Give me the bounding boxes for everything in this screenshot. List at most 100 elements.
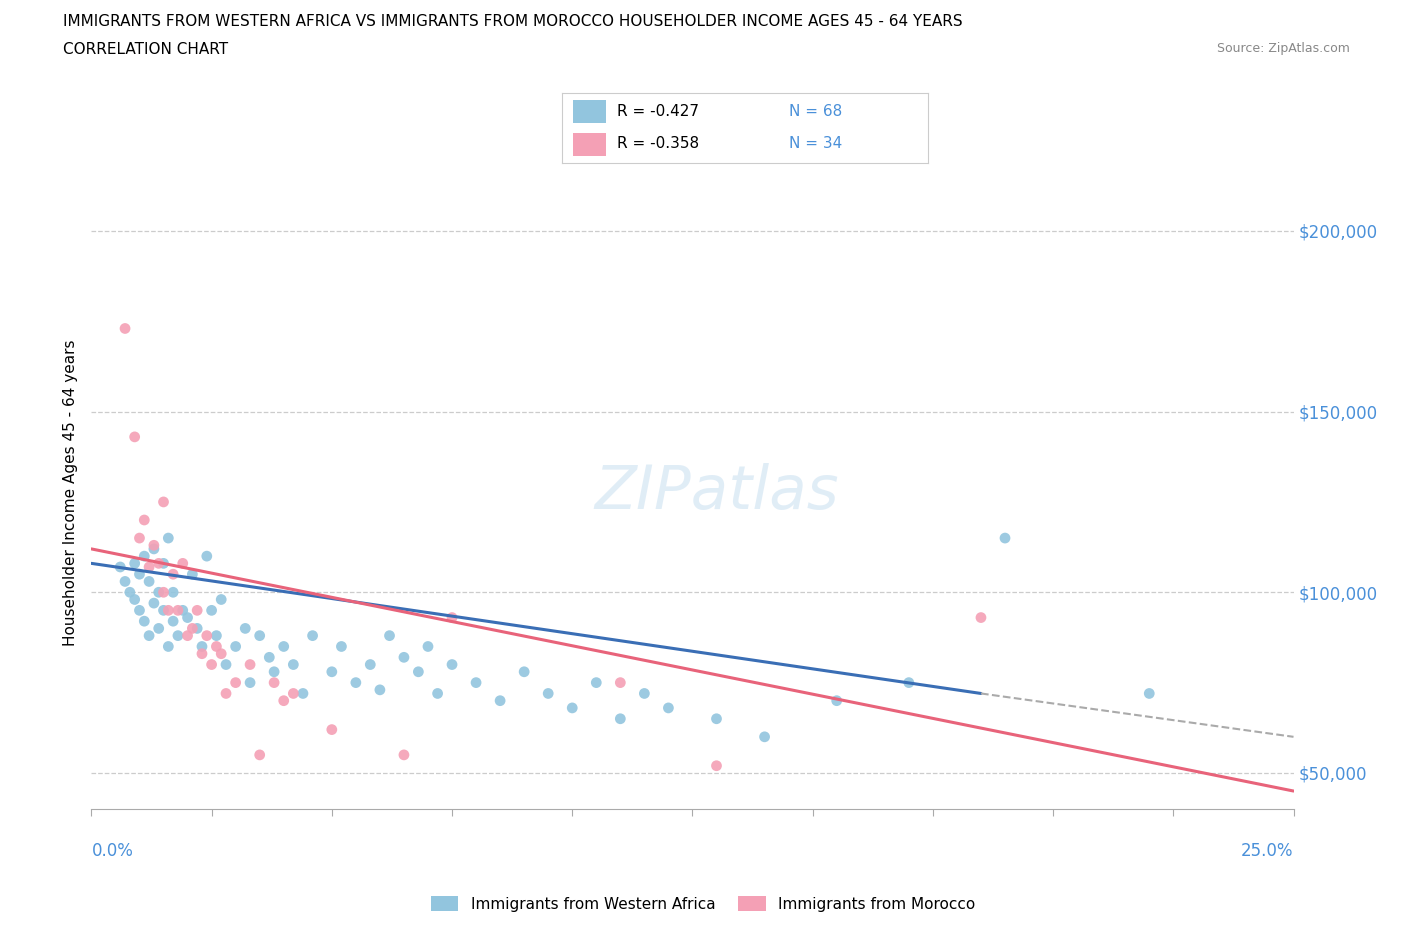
Point — [321, 723, 343, 737]
Point — [283, 658, 305, 672]
Point — [172, 603, 194, 618]
Point — [176, 610, 198, 625]
Point — [162, 585, 184, 600]
Point — [152, 585, 174, 600]
Point — [114, 321, 136, 336]
Text: ZIPatlas: ZIPatlas — [595, 463, 839, 523]
Text: R = -0.427: R = -0.427 — [617, 104, 699, 119]
Point — [330, 639, 353, 654]
Point — [186, 603, 208, 618]
Point — [142, 538, 165, 552]
Point — [201, 658, 224, 672]
Point — [134, 512, 156, 527]
Point — [1137, 686, 1160, 701]
Point — [706, 758, 728, 773]
Point — [392, 748, 415, 763]
Point — [416, 639, 439, 654]
Point — [148, 621, 170, 636]
Text: R = -0.358: R = -0.358 — [617, 137, 699, 152]
Point — [195, 628, 218, 643]
Point — [186, 621, 208, 636]
Point — [378, 628, 401, 643]
Point — [209, 592, 232, 607]
Point — [128, 531, 150, 546]
Point — [513, 664, 536, 679]
Point — [124, 556, 146, 571]
Text: 25.0%: 25.0% — [1241, 842, 1294, 859]
Point — [426, 686, 449, 701]
Point — [321, 664, 343, 679]
Point — [152, 556, 174, 571]
Point — [181, 566, 204, 581]
Point — [152, 603, 174, 618]
Point — [537, 686, 560, 701]
Text: N = 34: N = 34 — [789, 137, 842, 152]
Point — [225, 675, 247, 690]
Point — [191, 646, 214, 661]
Point — [273, 693, 295, 708]
Point — [263, 675, 285, 690]
Point — [609, 675, 631, 690]
Point — [215, 686, 238, 701]
Point — [157, 639, 180, 654]
Point — [233, 621, 256, 636]
Point — [114, 574, 136, 589]
Point — [209, 646, 232, 661]
Point — [465, 675, 488, 690]
Point — [561, 700, 583, 715]
Point — [825, 693, 848, 708]
Point — [176, 628, 198, 643]
Point — [215, 658, 238, 672]
Point — [706, 711, 728, 726]
Point — [368, 683, 391, 698]
Point — [249, 748, 271, 763]
Point — [440, 610, 463, 625]
Point — [195, 549, 218, 564]
Text: CORRELATION CHART: CORRELATION CHART — [63, 42, 228, 57]
Point — [157, 531, 180, 546]
Point — [897, 675, 920, 690]
Point — [110, 560, 132, 575]
Point — [128, 566, 150, 581]
Point — [138, 560, 160, 575]
Bar — [574, 133, 606, 156]
Point — [142, 541, 165, 556]
Point — [181, 621, 204, 636]
Point — [283, 686, 305, 701]
Y-axis label: Householder Income Ages 45 - 64 years: Householder Income Ages 45 - 64 years — [62, 339, 77, 646]
Point — [259, 650, 281, 665]
Point — [205, 639, 228, 654]
Point — [239, 658, 262, 672]
Point — [201, 603, 224, 618]
Point — [408, 664, 430, 679]
Point — [754, 729, 776, 744]
Text: IMMIGRANTS FROM WESTERN AFRICA VS IMMIGRANTS FROM MOROCCO HOUSEHOLDER INCOME AGE: IMMIGRANTS FROM WESTERN AFRICA VS IMMIGR… — [63, 14, 963, 29]
Point — [148, 585, 170, 600]
Point — [138, 628, 160, 643]
Point — [657, 700, 679, 715]
Point — [172, 556, 194, 571]
Point — [585, 675, 607, 690]
Point — [970, 610, 993, 625]
Point — [249, 628, 271, 643]
Point — [225, 639, 247, 654]
Point — [148, 556, 170, 571]
Point — [291, 686, 314, 701]
Legend: Immigrants from Western Africa, Immigrants from Morocco: Immigrants from Western Africa, Immigran… — [425, 890, 981, 918]
Point — [134, 614, 156, 629]
Point — [162, 614, 184, 629]
Point — [392, 650, 415, 665]
Point — [273, 639, 295, 654]
Point — [359, 658, 381, 672]
Point — [157, 603, 180, 618]
Point — [489, 693, 512, 708]
Text: N = 68: N = 68 — [789, 104, 842, 119]
Point — [142, 596, 165, 611]
Point — [134, 549, 156, 564]
Point — [118, 585, 141, 600]
Point — [128, 603, 150, 618]
Point — [167, 628, 190, 643]
Point — [609, 711, 631, 726]
Point — [205, 628, 228, 643]
Point — [301, 628, 323, 643]
